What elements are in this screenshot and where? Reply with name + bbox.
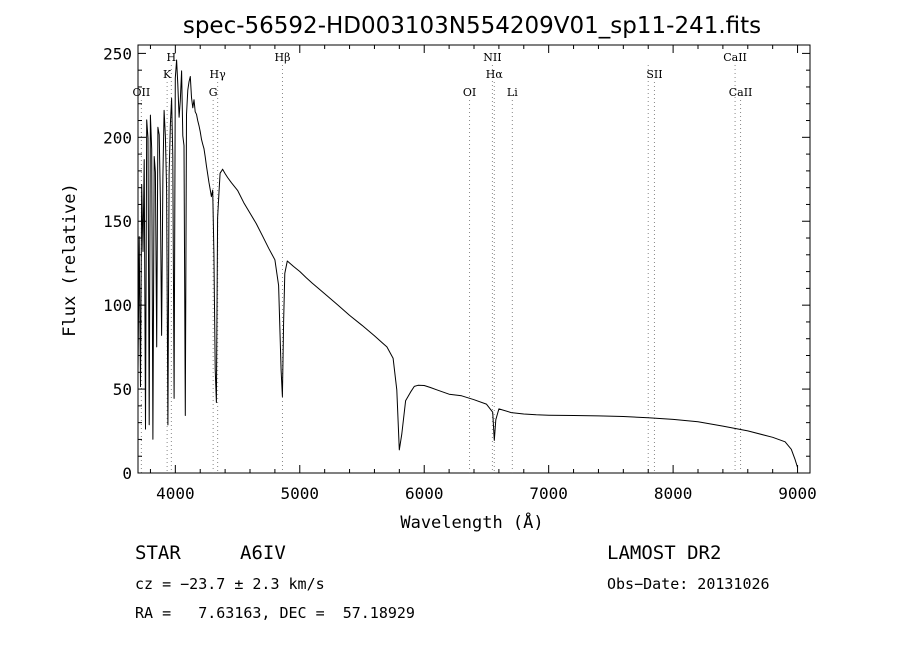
redshift-velocity: cz = −23.7 ± 2.3 km/s [135, 575, 325, 593]
coordinates: RA = 7.63163, DEC = 57.18929 [135, 604, 415, 622]
y-tick-label: 200 [103, 128, 132, 147]
x-tick-label: 6000 [405, 484, 444, 503]
spectral-line-label: CaII [723, 51, 747, 64]
y-tick-label: 100 [103, 296, 132, 315]
plot-frame [137, 44, 811, 474]
spectral-line-label: Hβ [275, 51, 291, 64]
x-axis-label: Wavelength (Å) [400, 511, 543, 533]
y-tick-label: 0 [122, 464, 132, 483]
y-axis-ticks: 0 50 100 150 200 250 [103, 44, 810, 483]
spectral-line-label: NII [483, 51, 501, 64]
survey-name: LAMOST DR2 [607, 542, 722, 564]
x-tick-label: 8000 [654, 484, 693, 503]
y-axis-label: Flux (relative) [60, 183, 80, 337]
y-tick-label: 250 [103, 44, 132, 63]
y-tick-label: 50 [113, 380, 132, 399]
spectral-line-label: Li [507, 86, 518, 99]
x-tick-label: 7000 [529, 484, 568, 503]
spectral-line-label: CaII [729, 86, 753, 99]
x-axis-ticks: 4000 5000 6000 7000 8000 9000 [149, 45, 817, 503]
spectral-line-label: OI [463, 86, 476, 99]
spectral-class: A6IV [240, 542, 286, 564]
spectral-line-label: Hα [486, 68, 504, 81]
observation-date: Obs−Date: 20131026 [607, 575, 770, 593]
spectrum-line [137, 59, 799, 468]
spectral-line-label: K [163, 68, 172, 81]
x-tick-label: 5000 [281, 484, 320, 503]
spectral-line-label: Hγ [210, 68, 227, 81]
spectral-line-label: G [209, 86, 218, 99]
chart-title: spec-56592-HD003103N554209V01_sp11-241.f… [183, 13, 761, 39]
x-tick-label: 4000 [156, 484, 195, 503]
object-type: STAR [135, 542, 181, 564]
spectrum-series [137, 59, 799, 468]
y-tick-label: 150 [103, 212, 132, 231]
x-tick-label: 9000 [778, 484, 817, 503]
spectral-line-label: SII [646, 68, 662, 81]
spectral-line-label: H [167, 51, 177, 64]
spectral-line-label: OII [133, 86, 151, 99]
